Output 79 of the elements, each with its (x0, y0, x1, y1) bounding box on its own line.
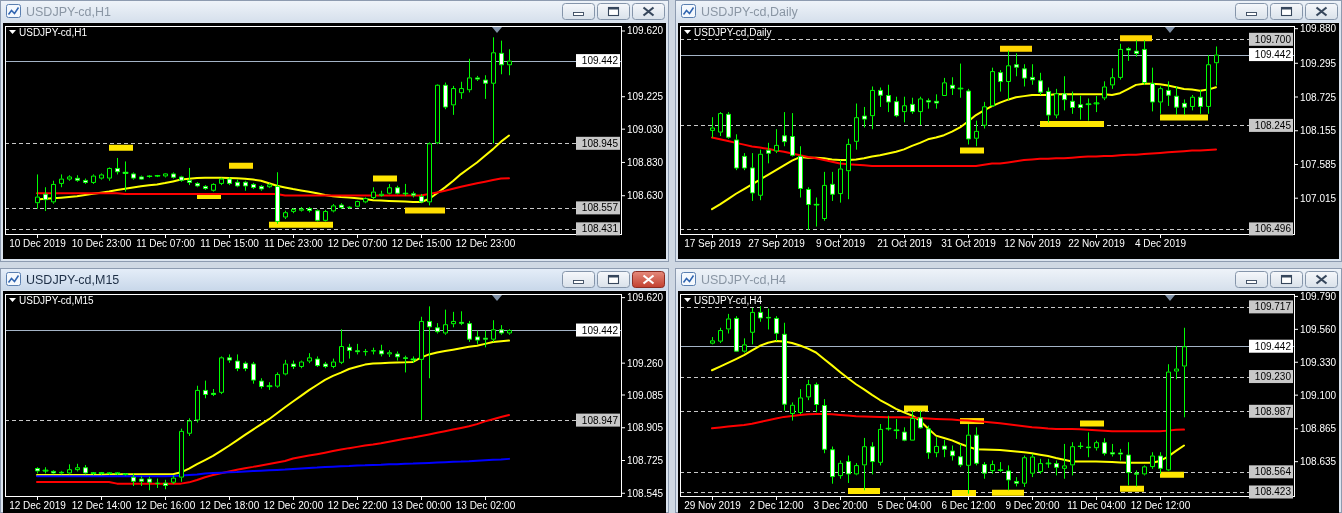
x-tick-label: 9 Dec 20:00 (1005, 500, 1060, 511)
x-tick-label: 13 Dec 02:00 (455, 500, 516, 511)
ref-line-label: 108.557 (581, 202, 619, 214)
chart-title: USDJPY-cd,M15 (26, 273, 120, 287)
x-tick-label: 13 Dec 00:00 (391, 500, 452, 511)
y-tick-label: 107.015 (1300, 192, 1337, 204)
y-tick-label: 109.225 (627, 91, 664, 103)
y-tick-label: 108.830 (627, 156, 664, 168)
chart-subtitle: USDJPY-cd,H4 (694, 294, 763, 306)
chart-title: USDJPY-cd,H4 (701, 273, 787, 287)
chart-subtitle: USDJPY-cd,M15 (19, 294, 95, 306)
ref-line-label: 109.442 (581, 55, 619, 67)
ref-line-label: 108.245 (1254, 119, 1292, 131)
ref-line-label: 108.431 (581, 223, 619, 235)
x-tick-label: 11 Dec 23:00 (264, 238, 324, 249)
x-tick-label: 12 Dec 18:00 (199, 500, 260, 511)
y-tick-label: 109.100 (1300, 389, 1337, 401)
y-tick-label: 108.545 (627, 487, 664, 499)
x-tick-label: 4 Dec 2019 (1134, 238, 1187, 249)
x-tick-label: 12 Dec 07:00 (327, 238, 388, 249)
ref-line-label: 106.496 (1254, 223, 1292, 235)
y-tick-label: 109.030 (627, 123, 664, 135)
x-tick-label: 17 Sep 2019 (684, 238, 742, 249)
x-tick-label: 11 Dec 15:00 (200, 238, 260, 249)
x-tick-label: 29 Nov 2019 (684, 500, 742, 511)
y-tick-label: 109.620 (627, 25, 664, 37)
ref-line-label: 108.945 (581, 137, 619, 149)
ref-line-label: 109.442 (1254, 49, 1292, 61)
x-tick-label: 11 Dec 04:00 (1067, 500, 1127, 511)
y-tick-label: 108.725 (627, 455, 664, 467)
y-tick-label: 109.790 (1300, 290, 1337, 302)
ref-line-label: 109.700 (1254, 33, 1292, 45)
x-tick-label: 5 Dec 04:00 (877, 500, 932, 511)
y-tick-label: 108.865 (1300, 423, 1337, 435)
y-tick-label: 108.725 (1300, 91, 1337, 103)
y-tick-label: 109.085 (627, 389, 664, 401)
y-tick-label: 109.295 (1300, 57, 1337, 69)
y-tick-label: 108.905 (627, 422, 664, 434)
x-tick-label: 12 Dec 16:00 (135, 500, 196, 511)
x-tick-label: 22 Nov 2019 (1068, 238, 1126, 249)
x-tick-label: 10 Dec 2019 (9, 238, 67, 249)
y-tick-label: 109.260 (627, 357, 664, 369)
y-tick-label: 109.560 (1300, 323, 1337, 335)
x-tick-label: 21 Oct 2019 (877, 238, 933, 249)
y-tick-label: 109.330 (1300, 356, 1337, 368)
x-tick-label: 3 Dec 20:00 (813, 500, 868, 511)
x-tick-label: 11 Dec 07:00 (136, 238, 196, 249)
y-tick-label: 108.630 (627, 190, 664, 202)
x-tick-label: 6 Dec 12:00 (941, 500, 996, 511)
x-tick-label: 27 Sep 2019 (748, 238, 806, 249)
ref-line-label: 109.442 (581, 324, 619, 336)
ref-line-label: 108.564 (1254, 466, 1292, 478)
x-tick-label: 12 Dec 23:00 (455, 238, 516, 249)
chart-title: USDJPY-cd,Daily (701, 5, 799, 19)
x-tick-label: 12 Dec 15:00 (391, 238, 452, 249)
ref-line-label: 108.423 (1254, 486, 1292, 498)
x-tick-label: 9 Oct 2019 (816, 238, 866, 249)
ref-line-label: 109.230 (1254, 371, 1292, 383)
x-tick-label: 10 Dec 23:00 (71, 238, 132, 249)
y-tick-label: 108.635 (1300, 456, 1337, 468)
x-tick-label: 12 Dec 20:00 (263, 500, 324, 511)
x-tick-label: 31 Oct 2019 (941, 238, 997, 249)
y-tick-label: 109.880 (1300, 23, 1337, 35)
chart-subtitle: USDJPY-cd,H1 (19, 26, 88, 38)
chart-subtitle: USDJPY-cd,Daily (694, 26, 772, 38)
y-tick-label: 108.155 (1300, 125, 1337, 137)
x-tick-label: 12 Nov 2019 (1004, 238, 1062, 249)
y-tick-label: 107.585 (1300, 158, 1337, 170)
x-tick-label: 12 Dec 14:00 (71, 500, 132, 511)
x-tick-label: 12 Dec 2019 (9, 500, 67, 511)
ref-line-label: 109.717 (1254, 301, 1292, 313)
x-tick-label: 12 Dec 22:00 (327, 500, 388, 511)
ref-line-label: 108.987 (1254, 405, 1292, 417)
ref-line-label: 109.442 (1254, 340, 1292, 352)
y-tick-label: 109.620 (627, 292, 664, 304)
x-tick-label: 12 Dec 12:00 (1130, 500, 1191, 511)
ref-line-label: 108.947 (581, 414, 619, 426)
chart-title: USDJPY-cd,H1 (26, 5, 112, 19)
x-tick-label: 2 Dec 12:00 (749, 500, 804, 511)
